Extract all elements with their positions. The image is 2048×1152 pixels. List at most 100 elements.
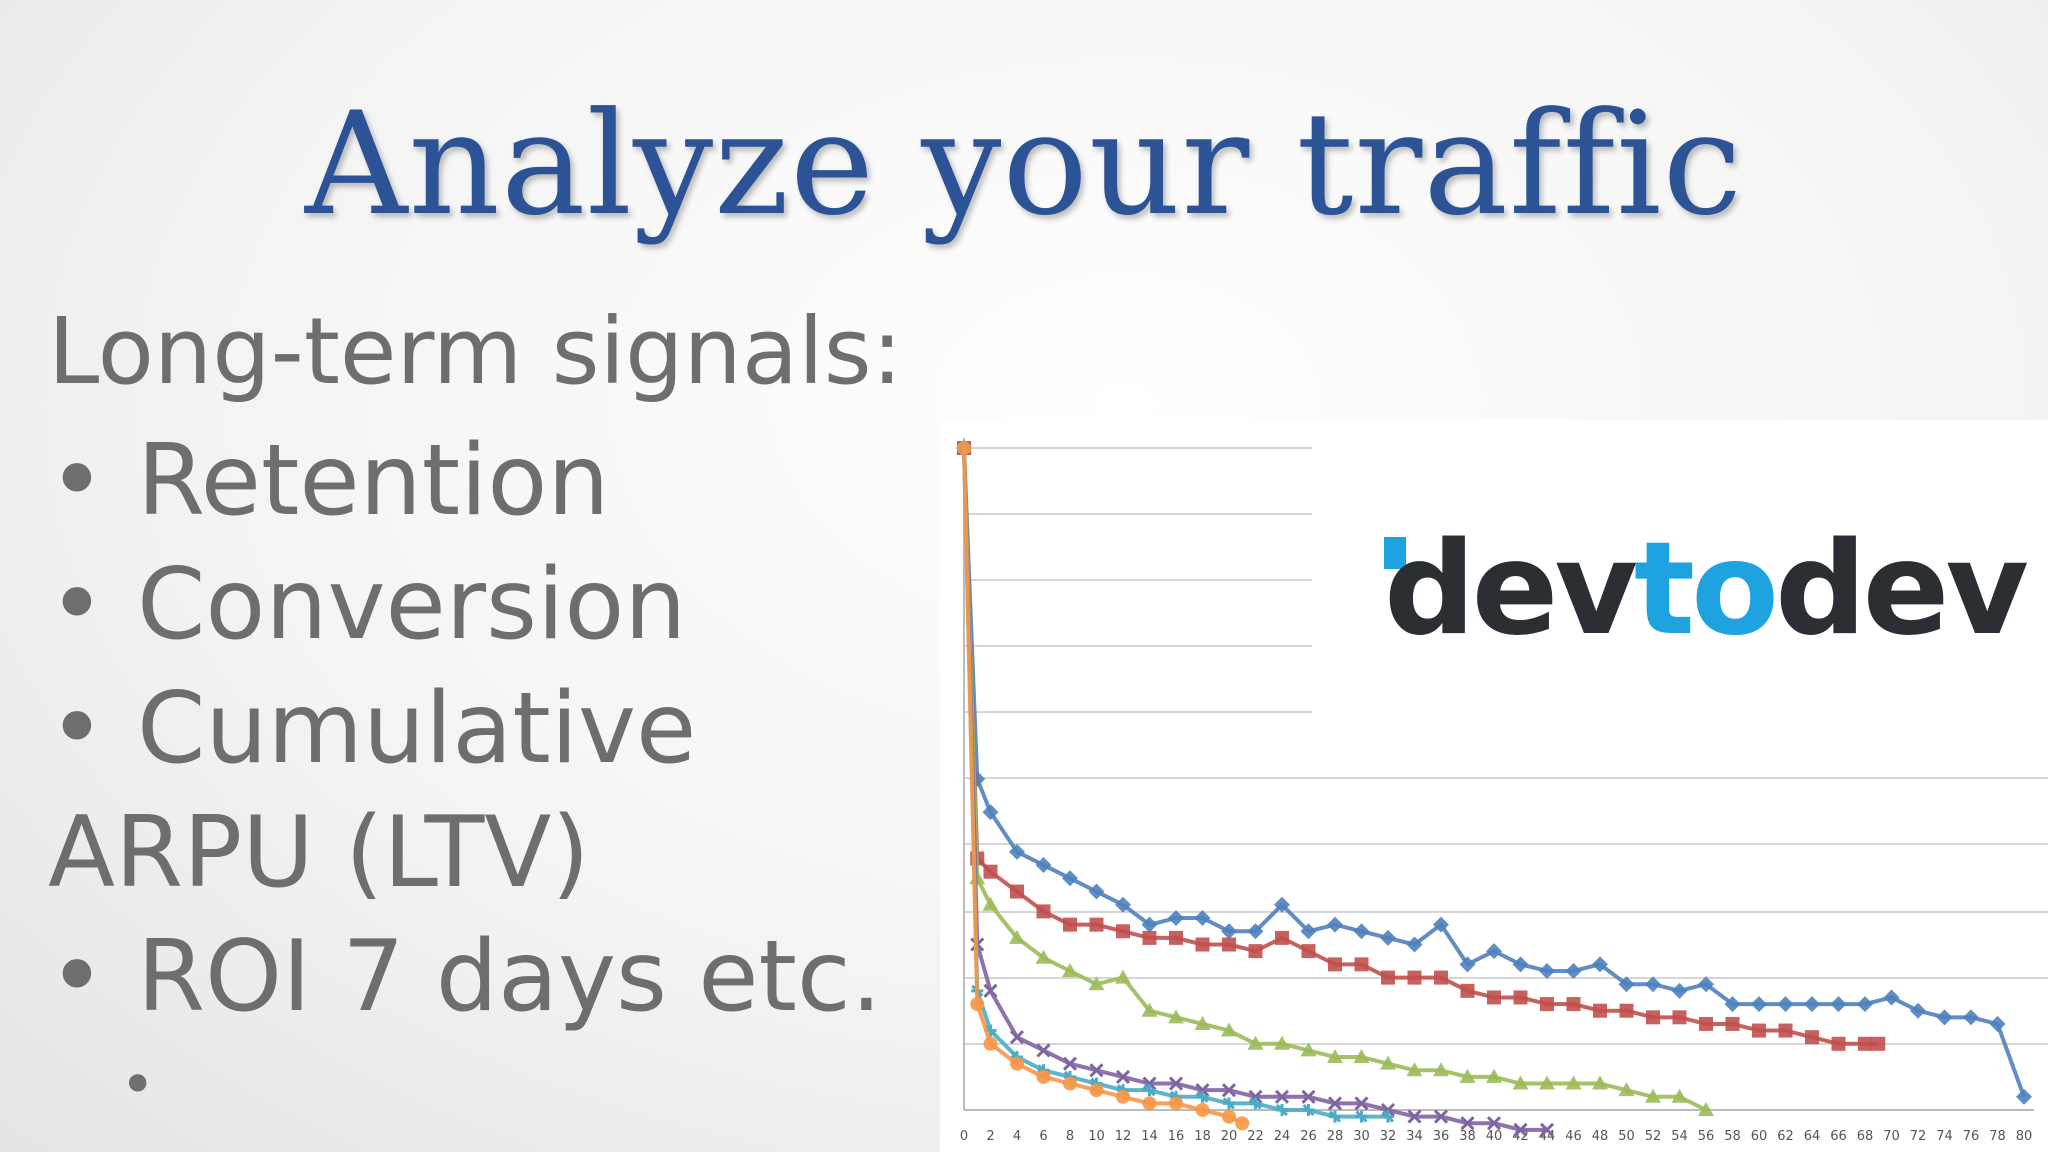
data-point: [1831, 1036, 1846, 1051]
data-point: [983, 864, 998, 879]
data-point: [1459, 956, 1476, 973]
series-line: [962, 447, 1547, 1132]
data-point: [1036, 904, 1051, 919]
bullet-arpu-ltv: ARPU (LTV): [48, 796, 590, 910]
data-point: [1009, 929, 1025, 944]
data-point: [1143, 1084, 1156, 1097]
data-point: [1858, 1036, 1872, 1051]
data-point: [1115, 896, 1131, 913]
data-point: [1088, 976, 1105, 991]
data-point: [1221, 923, 1237, 940]
x-tick-label: 12: [1115, 1129, 1132, 1144]
data-point: [1063, 1076, 1077, 1091]
data-point: [1936, 1009, 1953, 1026]
data-point: [1062, 870, 1078, 887]
data-point: [1513, 1122, 1528, 1137]
data-point: [1247, 1035, 1264, 1050]
data-point: [1115, 1069, 1131, 1084]
data-point: [1724, 996, 1741, 1013]
data-point: [2016, 1088, 2032, 1105]
data-point: [1063, 917, 1077, 932]
data-point: [1871, 1036, 1886, 1051]
x-tick-label: 66: [1830, 1129, 1847, 1144]
data-point: [1009, 1030, 1025, 1045]
data-point: [1036, 1043, 1051, 1058]
data-point: [1459, 1068, 1476, 1083]
data-point: [1195, 937, 1210, 952]
data-point: [1698, 976, 1714, 993]
data-point: [1618, 1082, 1635, 1097]
bullet-cumulative: • Cumulative: [48, 672, 697, 786]
data-point: [1353, 923, 1370, 940]
data-point: [1433, 1109, 1449, 1124]
x-tick-label: 24: [1274, 1129, 1291, 1144]
bullet-empty: •: [120, 1050, 156, 1120]
data-point: [1194, 1015, 1211, 1030]
data-point: [1645, 976, 1661, 993]
x-tick-label: 74: [1936, 1129, 1953, 1144]
data-point: [1302, 1103, 1315, 1117]
data-point: [1247, 923, 1264, 940]
chart-panel: 0 2 4 6 8 10 12 14 16 18 20 22 24 26 28 30 32 34 36 38 40 42 4…: [940, 420, 2048, 1152]
data-point: [1618, 976, 1635, 993]
data-point: [1593, 1003, 1607, 1018]
x-tick-label: 58: [1724, 1129, 1741, 1144]
x-tick-label: 6: [1039, 1129, 1047, 1144]
x-tick-label: 54: [1671, 1129, 1688, 1144]
x-tick-label: 2: [986, 1129, 994, 1144]
data-point: [1235, 1116, 1250, 1131]
data-point: [982, 896, 999, 911]
data-point: [1300, 923, 1317, 940]
x-tick-label: 40: [1486, 1129, 1503, 1144]
data-point: [1275, 1103, 1289, 1117]
data-point: [1116, 924, 1130, 939]
data-point: [1354, 957, 1369, 972]
data-point: [1222, 1109, 1236, 1124]
data-point: [1088, 883, 1105, 900]
data-point: [1274, 1089, 1290, 1104]
x-tick-label: 68: [1857, 1129, 1874, 1144]
data-point: [1645, 1088, 1661, 1103]
data-point: [1671, 1088, 1688, 1103]
data-point: [1512, 1075, 1529, 1090]
data-point: [1089, 917, 1104, 932]
x-tick-label: 28: [1327, 1129, 1344, 1144]
data-point: [1539, 1075, 1555, 1090]
data-point: [1353, 1049, 1370, 1064]
slide-title: Analyze your traffic: [304, 82, 1744, 247]
x-tick-label: 16: [1168, 1129, 1185, 1144]
data-point: [1035, 857, 1052, 874]
data-point: [1883, 989, 1900, 1006]
data-point: [1221, 1022, 1237, 1037]
data-point: [1487, 990, 1501, 1005]
bullet-conversion: • Conversion: [48, 548, 687, 662]
data-point: [1910, 1002, 1926, 1019]
data-point: [1777, 996, 1794, 1013]
data-point: [1698, 1102, 1714, 1116]
data-point: [1699, 1016, 1713, 1031]
data-point: [1222, 937, 1236, 952]
data-point: [1486, 1116, 1502, 1131]
x-tick-label: 20: [1221, 1129, 1238, 1144]
data-point: [983, 983, 998, 998]
data-point: [1355, 1110, 1368, 1123]
data-point: [1381, 970, 1395, 985]
data-point: [1141, 916, 1158, 933]
data-point: [1169, 930, 1183, 945]
data-point: [1168, 1009, 1184, 1024]
x-tick-label: 8: [1066, 1129, 1074, 1144]
data-point: [1327, 1096, 1343, 1111]
data-point: [1380, 929, 1396, 946]
data-point: [1300, 1042, 1317, 1057]
x-tick-label: 48: [1592, 1129, 1609, 1144]
data-point: [957, 441, 971, 455]
data-point: [1248, 944, 1263, 959]
data-point: [1539, 962, 1555, 979]
data-point: [1089, 1083, 1104, 1098]
data-point: [1010, 1056, 1024, 1071]
data-point: [1168, 910, 1184, 927]
data-point: [1406, 1062, 1423, 1077]
x-tick-label: 80: [2016, 1129, 2033, 1144]
data-point: [1115, 969, 1131, 984]
data-point: [1778, 1023, 1793, 1038]
